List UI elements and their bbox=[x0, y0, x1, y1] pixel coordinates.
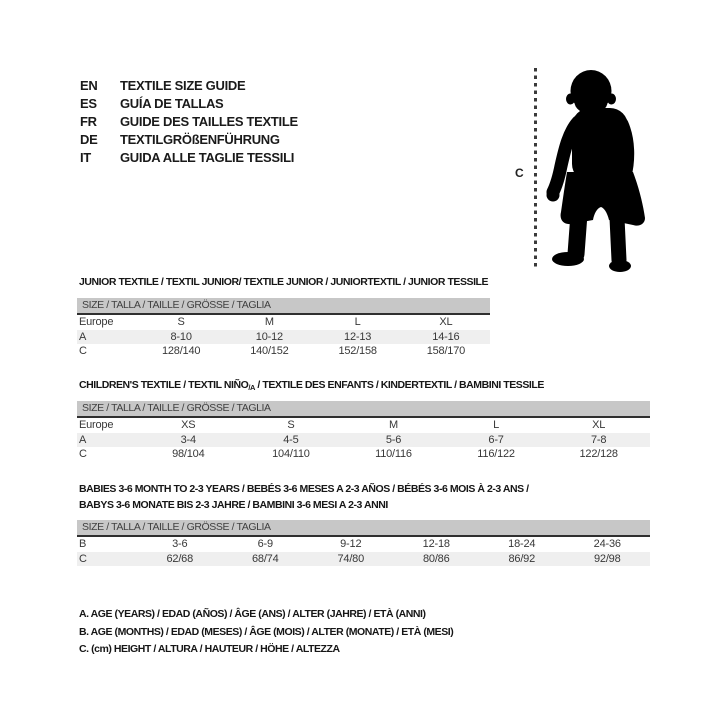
size-cell: 18-24 bbox=[508, 538, 536, 551]
row-label: Europe bbox=[79, 419, 114, 432]
row-label: A bbox=[79, 330, 87, 343]
size-cell: 12-18 bbox=[422, 538, 450, 551]
size-cell: 9-12 bbox=[340, 538, 362, 551]
size-cell: L bbox=[493, 419, 500, 432]
legend: A. AGE (YEARS) / EDAD (AÑOS) / ÂGE (ANS)… bbox=[79, 606, 454, 659]
junior-section-title: JUNIOR TEXTILE / TEXTIL JUNIOR/ TEXTILE … bbox=[79, 276, 489, 288]
size-cell: S bbox=[287, 419, 295, 432]
table-row: C 128/140 140/152 152/158 158/170 bbox=[77, 344, 490, 359]
size-cell: 104/110 bbox=[272, 448, 310, 461]
row-label: A bbox=[79, 433, 87, 446]
size-cell: 152/158 bbox=[338, 345, 377, 358]
size-cell: 128/140 bbox=[161, 345, 201, 358]
babies-section-title: BABIES 3-6 MONTH TO 2-3 YEARS / BEBÉS 3-… bbox=[79, 481, 529, 513]
language-code: FR bbox=[80, 114, 97, 129]
size-cell: 98/104 bbox=[172, 448, 205, 461]
size-cell: 10-12 bbox=[255, 330, 283, 343]
size-cell: 158/170 bbox=[426, 345, 466, 358]
language-label: TEXTILGRÖßENFÜHRUNG bbox=[120, 132, 280, 147]
size-cell: M bbox=[264, 316, 274, 329]
table-row: Europe XS S M L XL bbox=[77, 418, 650, 433]
size-cell: 7-8 bbox=[591, 433, 607, 446]
size-cell: 92/98 bbox=[593, 552, 621, 565]
size-cell: 3-4 bbox=[180, 433, 197, 446]
language-row-es: ES GUÍA DE TALLAS bbox=[80, 95, 298, 113]
junior-size-table: SIZE / TALLA / TAILLE / GRÖSSE / TAGLIA … bbox=[77, 298, 490, 359]
size-cell: XL bbox=[592, 419, 606, 432]
size-cell: L bbox=[354, 316, 361, 329]
size-cell: 24-36 bbox=[593, 538, 621, 551]
row-label: B bbox=[79, 538, 87, 551]
language-row-fr: FR GUIDE DES TAILLES TEXTILE bbox=[80, 113, 298, 131]
table-row: A 3-4 4-5 5-6 6-7 7-8 bbox=[77, 432, 650, 447]
table-row: C 62/68 68/74 74/80 80/86 86/92 92/98 bbox=[77, 551, 650, 566]
language-code: ES bbox=[80, 96, 97, 111]
size-cell: 3-6 bbox=[172, 538, 188, 551]
legend-line-c: C. (cm) HEIGHT / ALTURA / HAUTEUR / HÖHE… bbox=[79, 643, 340, 655]
size-cell: 80/86 bbox=[422, 552, 450, 565]
size-cell: S bbox=[177, 316, 185, 329]
language-code: EN bbox=[80, 78, 98, 93]
language-label: GUÍA DE TALLAS bbox=[120, 96, 224, 111]
children-size-table: SIZE / TALLA / TAILLE / GRÖSSE / TAGLIA … bbox=[77, 401, 650, 462]
babies-title-line2: BABYS 3-6 MONATE BIS 2-3 JAHRE / BAMBINI… bbox=[79, 499, 388, 511]
size-cell: 4-5 bbox=[283, 433, 299, 446]
row-label: C bbox=[79, 552, 87, 565]
size-cell: 74/80 bbox=[337, 552, 365, 565]
children-section-title: CHILDREN'S TEXTILE / TEXTIL NIÑO/A / TEX… bbox=[79, 379, 544, 392]
size-cell: M bbox=[389, 419, 398, 432]
legend-line-b: B. AGE (MONTHS) / EDAD (MESES) / ÂGE (MO… bbox=[79, 625, 454, 638]
language-label: GUIDA ALLE TAGLIE TESSILI bbox=[120, 150, 295, 165]
table-row: A 8-10 10-12 12-13 14-16 bbox=[77, 329, 490, 344]
size-cell: 62/68 bbox=[166, 552, 194, 565]
children-size-bar: SIZE / TALLA / TAILLE / GRÖSSE / TAGLIA bbox=[77, 401, 650, 418]
size-cell: 140/152 bbox=[250, 345, 289, 358]
size-cell: 14-16 bbox=[432, 330, 460, 343]
size-cell: 6-7 bbox=[488, 433, 504, 446]
size-cell: 110/116 bbox=[375, 448, 412, 461]
babies-title-line1: BABIES 3-6 MONTH TO 2-3 YEARS / BEBÉS 3-… bbox=[79, 483, 529, 495]
row-label: C bbox=[79, 448, 87, 461]
size-cell: 12-13 bbox=[344, 330, 372, 343]
size-cell: XS bbox=[181, 419, 196, 432]
language-row-it: IT GUIDA ALLE TAGLIE TESSILI bbox=[80, 149, 298, 167]
row-label: C bbox=[79, 345, 87, 358]
size-cell: 116/122 bbox=[477, 448, 515, 461]
size-cell: 68/74 bbox=[251, 552, 279, 565]
language-code: IT bbox=[80, 150, 91, 165]
size-cell: 6-9 bbox=[257, 538, 274, 551]
junior-size-bar: SIZE / TALLA / TAILLE / GRÖSSE / TAGLIA bbox=[77, 298, 490, 315]
children-title-sub: /A bbox=[248, 383, 255, 392]
row-label: Europe bbox=[79, 316, 114, 329]
babies-size-bar: SIZE / TALLA / TAILLE / GRÖSSE / TAGLIA bbox=[77, 520, 650, 537]
height-dashed-line bbox=[534, 68, 537, 268]
babies-size-table: SIZE / TALLA / TAILLE / GRÖSSE / TAGLIA … bbox=[77, 520, 650, 566]
language-label: TEXTILE SIZE GUIDE bbox=[120, 78, 246, 93]
legend-line-a: A. AGE (YEARS) / EDAD (AÑOS) / ÂGE (ANS)… bbox=[79, 608, 426, 620]
language-list: EN TEXTILE SIZE GUIDE ES GUÍA DE TALLAS FR… bbox=[80, 77, 298, 167]
height-marker-label: C bbox=[515, 166, 524, 180]
children-title-pre: CHILDREN'S TEXTILE / TEXTIL NIÑO bbox=[79, 379, 249, 391]
table-row: C 98/104 104/110 110/116 116/122 122/128 bbox=[77, 447, 650, 462]
table-row: B 3-6 6-9 9-12 12-18 18-24 24-36 bbox=[77, 537, 650, 552]
size-cell: XL bbox=[439, 316, 453, 329]
size-cell: 122/128 bbox=[579, 448, 618, 461]
children-title-post: / TEXTILE DES ENFANTS / KINDERTEXTIL / B… bbox=[254, 379, 544, 391]
size-cell: 5-6 bbox=[385, 433, 402, 446]
language-row-en: EN TEXTILE SIZE GUIDE bbox=[80, 77, 298, 95]
baby-silhouette-icon bbox=[546, 70, 645, 272]
language-code: DE bbox=[80, 132, 98, 147]
table-row: Europe S M L XL bbox=[77, 315, 490, 330]
language-row-de: DE TEXTILGRÖßENFÜHRUNG bbox=[80, 131, 298, 149]
size-cell: 86/92 bbox=[508, 552, 536, 565]
size-cell: 8-10 bbox=[170, 330, 192, 343]
language-label: GUIDE DES TAILLES TEXTILE bbox=[120, 114, 298, 129]
